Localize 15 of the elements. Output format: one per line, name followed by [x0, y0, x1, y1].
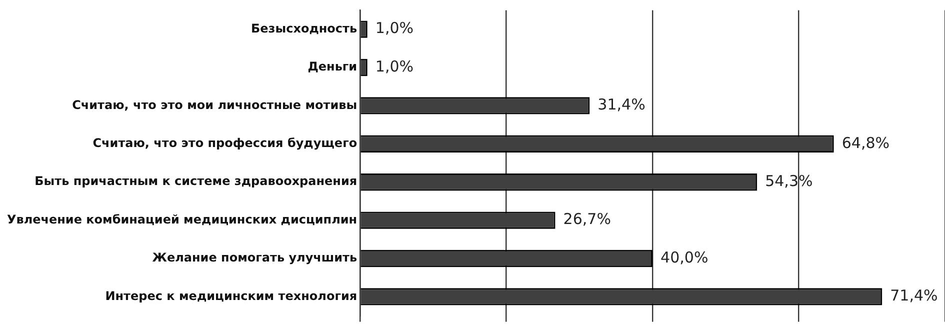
data-label: 1,0% [375, 19, 414, 38]
data-label: 64,8% [842, 134, 890, 152]
y-tick-label: Деньги [308, 60, 358, 74]
y-tick-label: Увлечение комбинацией медицинских дисциплин [6, 212, 358, 226]
data-label: 26,7% [563, 210, 611, 228]
y-tick-label: Быть причастным к системе здравоохранения [34, 174, 358, 188]
data-label: 1,0% [375, 57, 414, 76]
data-label: 31,4% [598, 96, 646, 114]
y-tick-label: Интерес к медицинским технология [105, 288, 358, 303]
data-label: 71,4% [890, 286, 938, 305]
y-tick-label: Безысходность [250, 21, 358, 36]
data-label: 40,0% [660, 248, 708, 266]
y-tick-label: Считаю, что это профессия будущего [92, 136, 358, 150]
y-tick-label: Считаю, что это мои личностные мотивы [72, 98, 358, 112]
y-tick-label: Желание помогать улучшить [152, 250, 358, 265]
